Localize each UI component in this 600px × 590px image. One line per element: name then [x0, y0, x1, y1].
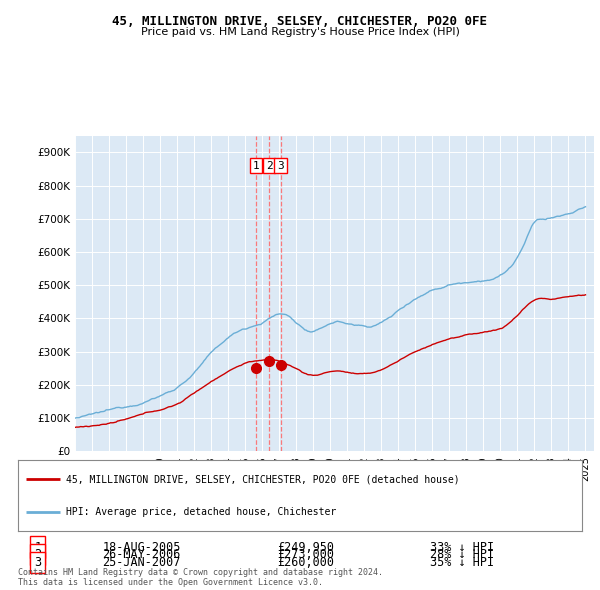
- Text: 18-AUG-2005: 18-AUG-2005: [103, 540, 181, 553]
- Text: Price paid vs. HM Land Registry's House Price Index (HPI): Price paid vs. HM Land Registry's House …: [140, 27, 460, 37]
- Text: 45, MILLINGTON DRIVE, SELSEY, CHICHESTER, PO20 0FE (detached house): 45, MILLINGTON DRIVE, SELSEY, CHICHESTER…: [66, 474, 460, 484]
- Text: 1: 1: [34, 540, 41, 553]
- Text: 45, MILLINGTON DRIVE, SELSEY, CHICHESTER, PO20 0FE: 45, MILLINGTON DRIVE, SELSEY, CHICHESTER…: [113, 15, 487, 28]
- Text: 2: 2: [266, 160, 272, 171]
- Text: 1: 1: [253, 160, 259, 171]
- Text: HPI: Average price, detached house, Chichester: HPI: Average price, detached house, Chic…: [66, 507, 336, 517]
- Text: 3: 3: [34, 556, 41, 569]
- Text: £260,000: £260,000: [277, 556, 334, 569]
- Text: 2: 2: [34, 548, 41, 561]
- Text: 33% ↓ HPI: 33% ↓ HPI: [430, 540, 494, 553]
- Text: 28% ↓ HPI: 28% ↓ HPI: [430, 548, 494, 561]
- Text: £273,000: £273,000: [277, 548, 334, 561]
- Text: 26-MAY-2006: 26-MAY-2006: [103, 548, 181, 561]
- Text: £249,950: £249,950: [277, 540, 334, 553]
- Text: 35% ↓ HPI: 35% ↓ HPI: [430, 556, 494, 569]
- Text: 3: 3: [277, 160, 284, 171]
- Text: Contains HM Land Registry data © Crown copyright and database right 2024.
This d: Contains HM Land Registry data © Crown c…: [18, 568, 383, 587]
- Text: 25-JAN-2007: 25-JAN-2007: [103, 556, 181, 569]
